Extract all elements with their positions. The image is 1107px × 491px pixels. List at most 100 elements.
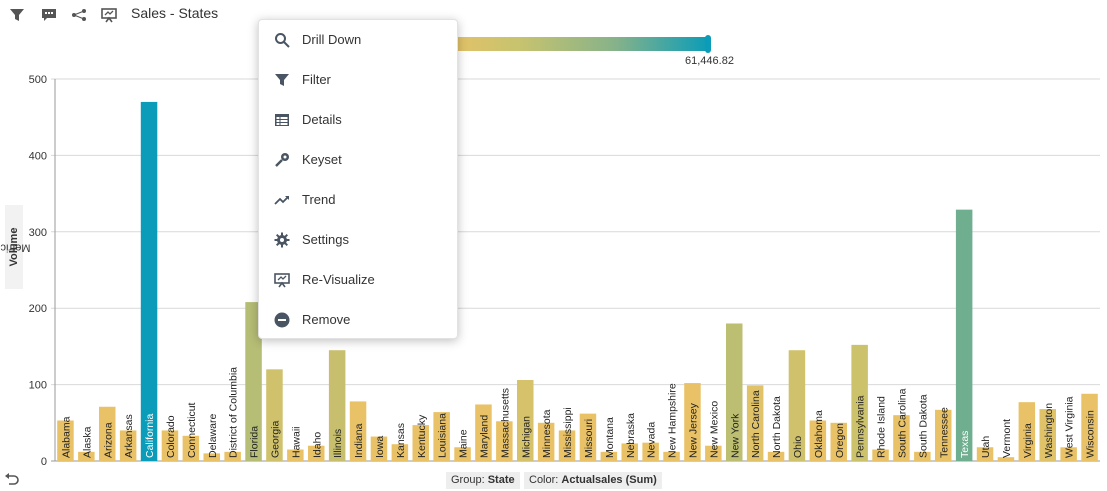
bar-california[interactable]	[140, 101, 158, 462]
group-value: State	[487, 474, 515, 486]
bar-massachusetts[interactable]	[496, 421, 513, 461]
filter-icon[interactable]	[9, 7, 25, 23]
bar-indiana[interactable]	[349, 401, 367, 461]
group-chip[interactable]: Group: State	[446, 472, 520, 489]
visualize-icon[interactable]	[101, 7, 117, 23]
x-tick-label: West Virginia	[1064, 396, 1076, 458]
bar-texas[interactable]	[955, 209, 973, 461]
bar-arkansas[interactable]	[119, 430, 137, 461]
x-tick-label: Alaska	[81, 426, 93, 458]
bar-nebraska[interactable]	[621, 443, 639, 461]
menu-item-label: Filter	[302, 72, 331, 87]
bar-maine[interactable]	[454, 447, 471, 461]
bar-north-carolina[interactable]	[746, 385, 764, 461]
menu-item-remove[interactable]: Remove	[259, 300, 459, 340]
x-tick-label: North Carolina	[750, 390, 762, 458]
bar-ohio[interactable]	[788, 350, 806, 461]
undo-icon[interactable]	[4, 472, 20, 488]
bar-nevada[interactable]	[642, 442, 659, 461]
bar-oklahoma[interactable]	[809, 420, 827, 461]
bar-virginia[interactable]	[1018, 402, 1036, 461]
gradient-slider-handle[interactable]	[705, 35, 711, 53]
bar-arizona[interactable]	[99, 406, 116, 461]
x-tick-label: Massachusetts	[499, 388, 511, 458]
key-icon	[275, 153, 289, 167]
context-menu: Drill Down Filter Details Keyset Trend	[258, 19, 458, 339]
y-tick-label: 400	[29, 150, 47, 162]
bar-utah[interactable]	[976, 447, 994, 461]
bar-new-hampshire[interactable]	[663, 451, 680, 461]
bar-colorado[interactable]	[161, 430, 179, 461]
search-icon	[275, 33, 290, 48]
menu-item-label: Drill Down	[302, 32, 362, 47]
bar-north-dakota[interactable]	[767, 451, 785, 461]
menu-item-filter[interactable]: Filter	[259, 60, 459, 100]
bar-wisconsin[interactable]	[1081, 393, 1098, 461]
menu-item-details[interactable]: Details	[259, 100, 459, 140]
bar-kansas[interactable]	[391, 444, 409, 461]
bar-south-carolina[interactable]	[893, 415, 910, 461]
bar-delaware[interactable]	[203, 453, 221, 461]
bar-hawaii[interactable]	[287, 449, 304, 461]
bar-pennsylvania[interactable]	[851, 344, 868, 461]
bar-florida[interactable]	[245, 302, 262, 461]
x-tick-label: Vermont	[1001, 419, 1013, 458]
metric-prefix: Metric:	[0, 241, 31, 254]
bar-montana[interactable]	[600, 451, 618, 461]
bar-illinois[interactable]	[328, 350, 346, 461]
bar-alabama[interactable]	[57, 420, 74, 461]
menu-item-keyset[interactable]: Keyset	[259, 140, 459, 180]
x-tick-label: New Jersey	[687, 402, 699, 458]
x-tick-label: Oregon	[834, 423, 846, 458]
y-tick-label: 500	[29, 74, 47, 86]
bar-louisiana[interactable]	[433, 412, 450, 461]
bar-vermont[interactable]	[997, 457, 1015, 461]
x-tick-label: Ohio	[792, 436, 804, 458]
y-tick-label: 100	[29, 380, 47, 392]
x-tick-label: Michigan	[520, 416, 532, 458]
page-title: Sales - States	[131, 5, 219, 21]
bar-michigan[interactable]	[517, 380, 534, 461]
bar-connecticut[interactable]	[182, 435, 200, 461]
bar-south-dakota[interactable]	[914, 451, 931, 461]
menu-item-drill-down[interactable]: Drill Down	[259, 20, 459, 60]
bar-idaho[interactable]	[308, 445, 325, 461]
bar-maryland[interactable]	[475, 404, 492, 461]
share-icon[interactable]	[71, 7, 87, 23]
bar-washington[interactable]	[1039, 409, 1057, 461]
bar-new-jersey[interactable]	[684, 383, 701, 461]
bar-mississippi[interactable]	[558, 430, 576, 461]
x-tick-label: South Carolina	[896, 388, 908, 458]
x-tick-label: Arizona	[102, 422, 114, 458]
chart-toolbar: Sales - States	[0, 0, 260, 30]
bar-district-of-columbia[interactable]	[224, 451, 241, 461]
bar-georgia[interactable]	[266, 369, 283, 461]
x-tick-label: Kentucky	[416, 414, 428, 458]
bar-oregon[interactable]	[830, 422, 848, 461]
x-tick-label: Tennessee	[938, 407, 950, 458]
color-label: Color:	[529, 474, 559, 486]
menu-item-label: Settings	[302, 232, 349, 247]
x-tick-label: Maryland	[478, 415, 490, 458]
x-tick-label: Iowa	[374, 436, 386, 458]
bar-missouri[interactable]	[579, 413, 597, 461]
bar-west-virginia[interactable]	[1060, 447, 1077, 461]
bar-new-mexico[interactable]	[705, 445, 722, 461]
menu-item-settings[interactable]: Settings	[259, 220, 459, 260]
x-tick-label: Connecticut	[186, 402, 198, 458]
x-tick-label: Mississippi	[562, 407, 574, 458]
color-legend	[440, 35, 712, 53]
x-tick-label: New Mexico	[708, 401, 720, 458]
bar-rhode-island[interactable]	[872, 449, 889, 461]
menu-item-trend[interactable]: Trend	[259, 180, 459, 220]
bar-tennessee[interactable]	[935, 409, 952, 461]
menu-item-re-visualize[interactable]: Re-Visualize	[259, 260, 459, 300]
bar-kentucky[interactable]	[412, 425, 430, 461]
color-chip[interactable]: Color: Actualsales (Sum)	[524, 472, 662, 489]
bar-alaska[interactable]	[78, 451, 95, 461]
x-tick-label: Virginia	[1022, 423, 1034, 458]
bar-new-york[interactable]	[726, 323, 743, 461]
bar-minnesota[interactable]	[537, 422, 555, 461]
bar-iowa[interactable]	[370, 436, 388, 461]
comment-icon[interactable]	[41, 7, 57, 23]
